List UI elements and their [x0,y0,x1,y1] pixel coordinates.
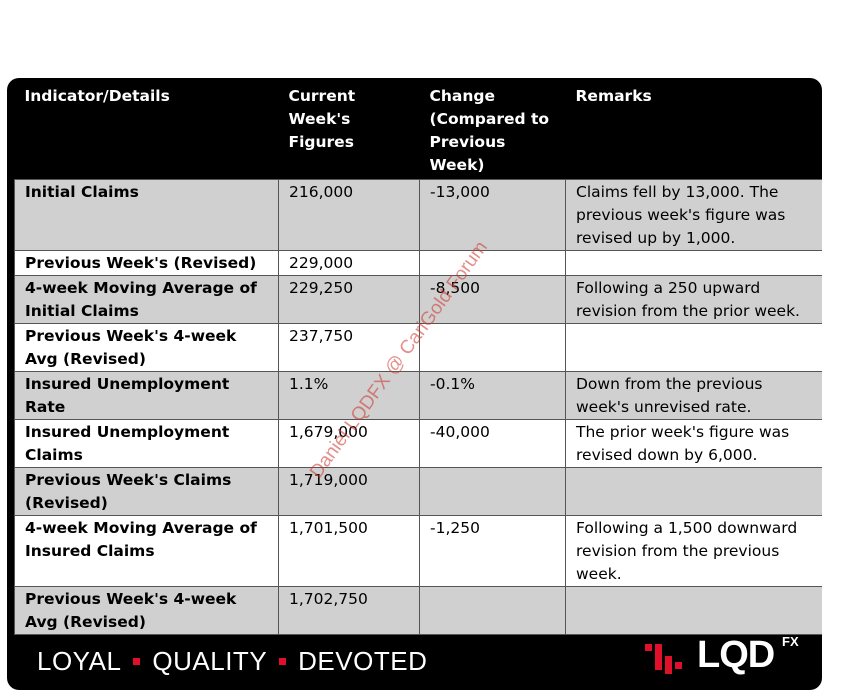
cell-change: -0.1% [419,371,566,420]
footer-tagline: LOYAL QUALITY DEVOTED [37,646,427,677]
cell-change [419,586,566,635]
tagline-separator [279,657,287,665]
indicator-card: Indicator/Details Current Week's Figures… [7,78,822,690]
cell-figure: 1,701,500 [278,515,420,587]
table-row: 4-week Moving Average of Initial Claims … [14,275,822,324]
table-header-row: Indicator/Details Current Week's Figures… [15,78,823,180]
cell-remarks: Claims fell by 13,000. The previous week… [565,179,822,251]
cell-remarks: The prior week's figure was revised down… [565,419,822,468]
table-row: 4-week Moving Average of Insured Claims … [14,515,822,587]
table-row: Insured Unemployment Claims 1,679,000 -4… [14,419,822,468]
cell-indicator: Previous Week's 4-week Avg (Revised) [14,323,279,372]
cell-remarks [565,323,822,372]
cell-remarks: Following a 1,500 downward revision from… [565,515,822,587]
cell-change: -1,250 [419,515,566,587]
tagline-word-devoted: DEVOTED [298,646,428,676]
cell-change [419,467,566,516]
cell-remarks [565,586,822,635]
cell-change: -8,500 [419,275,566,324]
table-row: Previous Week's (Revised) 229,000 [14,250,822,276]
table-row: Insured Unemployment Rate 1.1% -0.1% Dow… [14,371,822,420]
cell-indicator: Previous Week's Claims (Revised) [14,467,279,516]
header-current-week: Current Week's Figures [288,87,356,151]
cell-figure: 1,719,000 [278,467,420,516]
cell-figure: 1.1% [278,371,420,420]
logo-fx-text: FX [782,634,799,649]
header-change: Change (Compared to Previous Week) [429,87,550,174]
tagline-word-loyal: LOYAL [37,646,122,676]
header-remarks: Remarks [575,87,652,105]
cell-figure: 229,250 [278,275,420,324]
cell-change [419,323,566,372]
cell-figure: 1,679,000 [278,419,420,468]
cell-indicator: 4-week Moving Average of Insured Claims [14,515,279,587]
cell-indicator: Insured Unemployment Rate [14,371,279,420]
cell-remarks [565,467,822,516]
cell-indicator: Previous Week's 4-week Avg (Revised) [14,586,279,635]
cell-change: -13,000 [419,179,566,251]
cell-figure: 229,000 [278,250,420,276]
table-row: Previous Week's 4-week Avg (Revised) 237… [14,323,822,372]
cell-change [419,250,566,276]
cell-indicator: Initial Claims [14,179,279,251]
cell-indicator: 4-week Moving Average of Initial Claims [14,275,279,324]
table-row: Initial Claims 216,000 -13,000 Claims fe… [14,179,822,251]
cell-figure: 237,750 [278,323,420,372]
logo-mark-icon [645,644,682,674]
claims-table: Indicator/Details Current Week's Figures… [14,78,822,635]
logo-brand-text: LQD [697,634,775,676]
cell-indicator: Previous Week's (Revised) [14,250,279,276]
table-row: Previous Week's 4-week Avg (Revised) 1,7… [14,586,822,635]
cell-remarks [565,250,822,276]
cell-remarks: Following a 250 upward revision from the… [565,275,822,324]
cell-remarks: Down from the previous week's unrevised … [565,371,822,420]
tagline-word-quality: QUALITY [152,646,268,676]
table-row: Previous Week's Claims (Revised) 1,719,0… [14,467,822,516]
cell-figure: 1,702,750 [278,586,420,635]
header-indicator: Indicator/Details [24,87,170,105]
cell-change: -40,000 [419,419,566,468]
cell-figure: 216,000 [278,179,420,251]
cell-indicator: Insured Unemployment Claims [14,419,279,468]
tagline-separator [133,657,141,665]
